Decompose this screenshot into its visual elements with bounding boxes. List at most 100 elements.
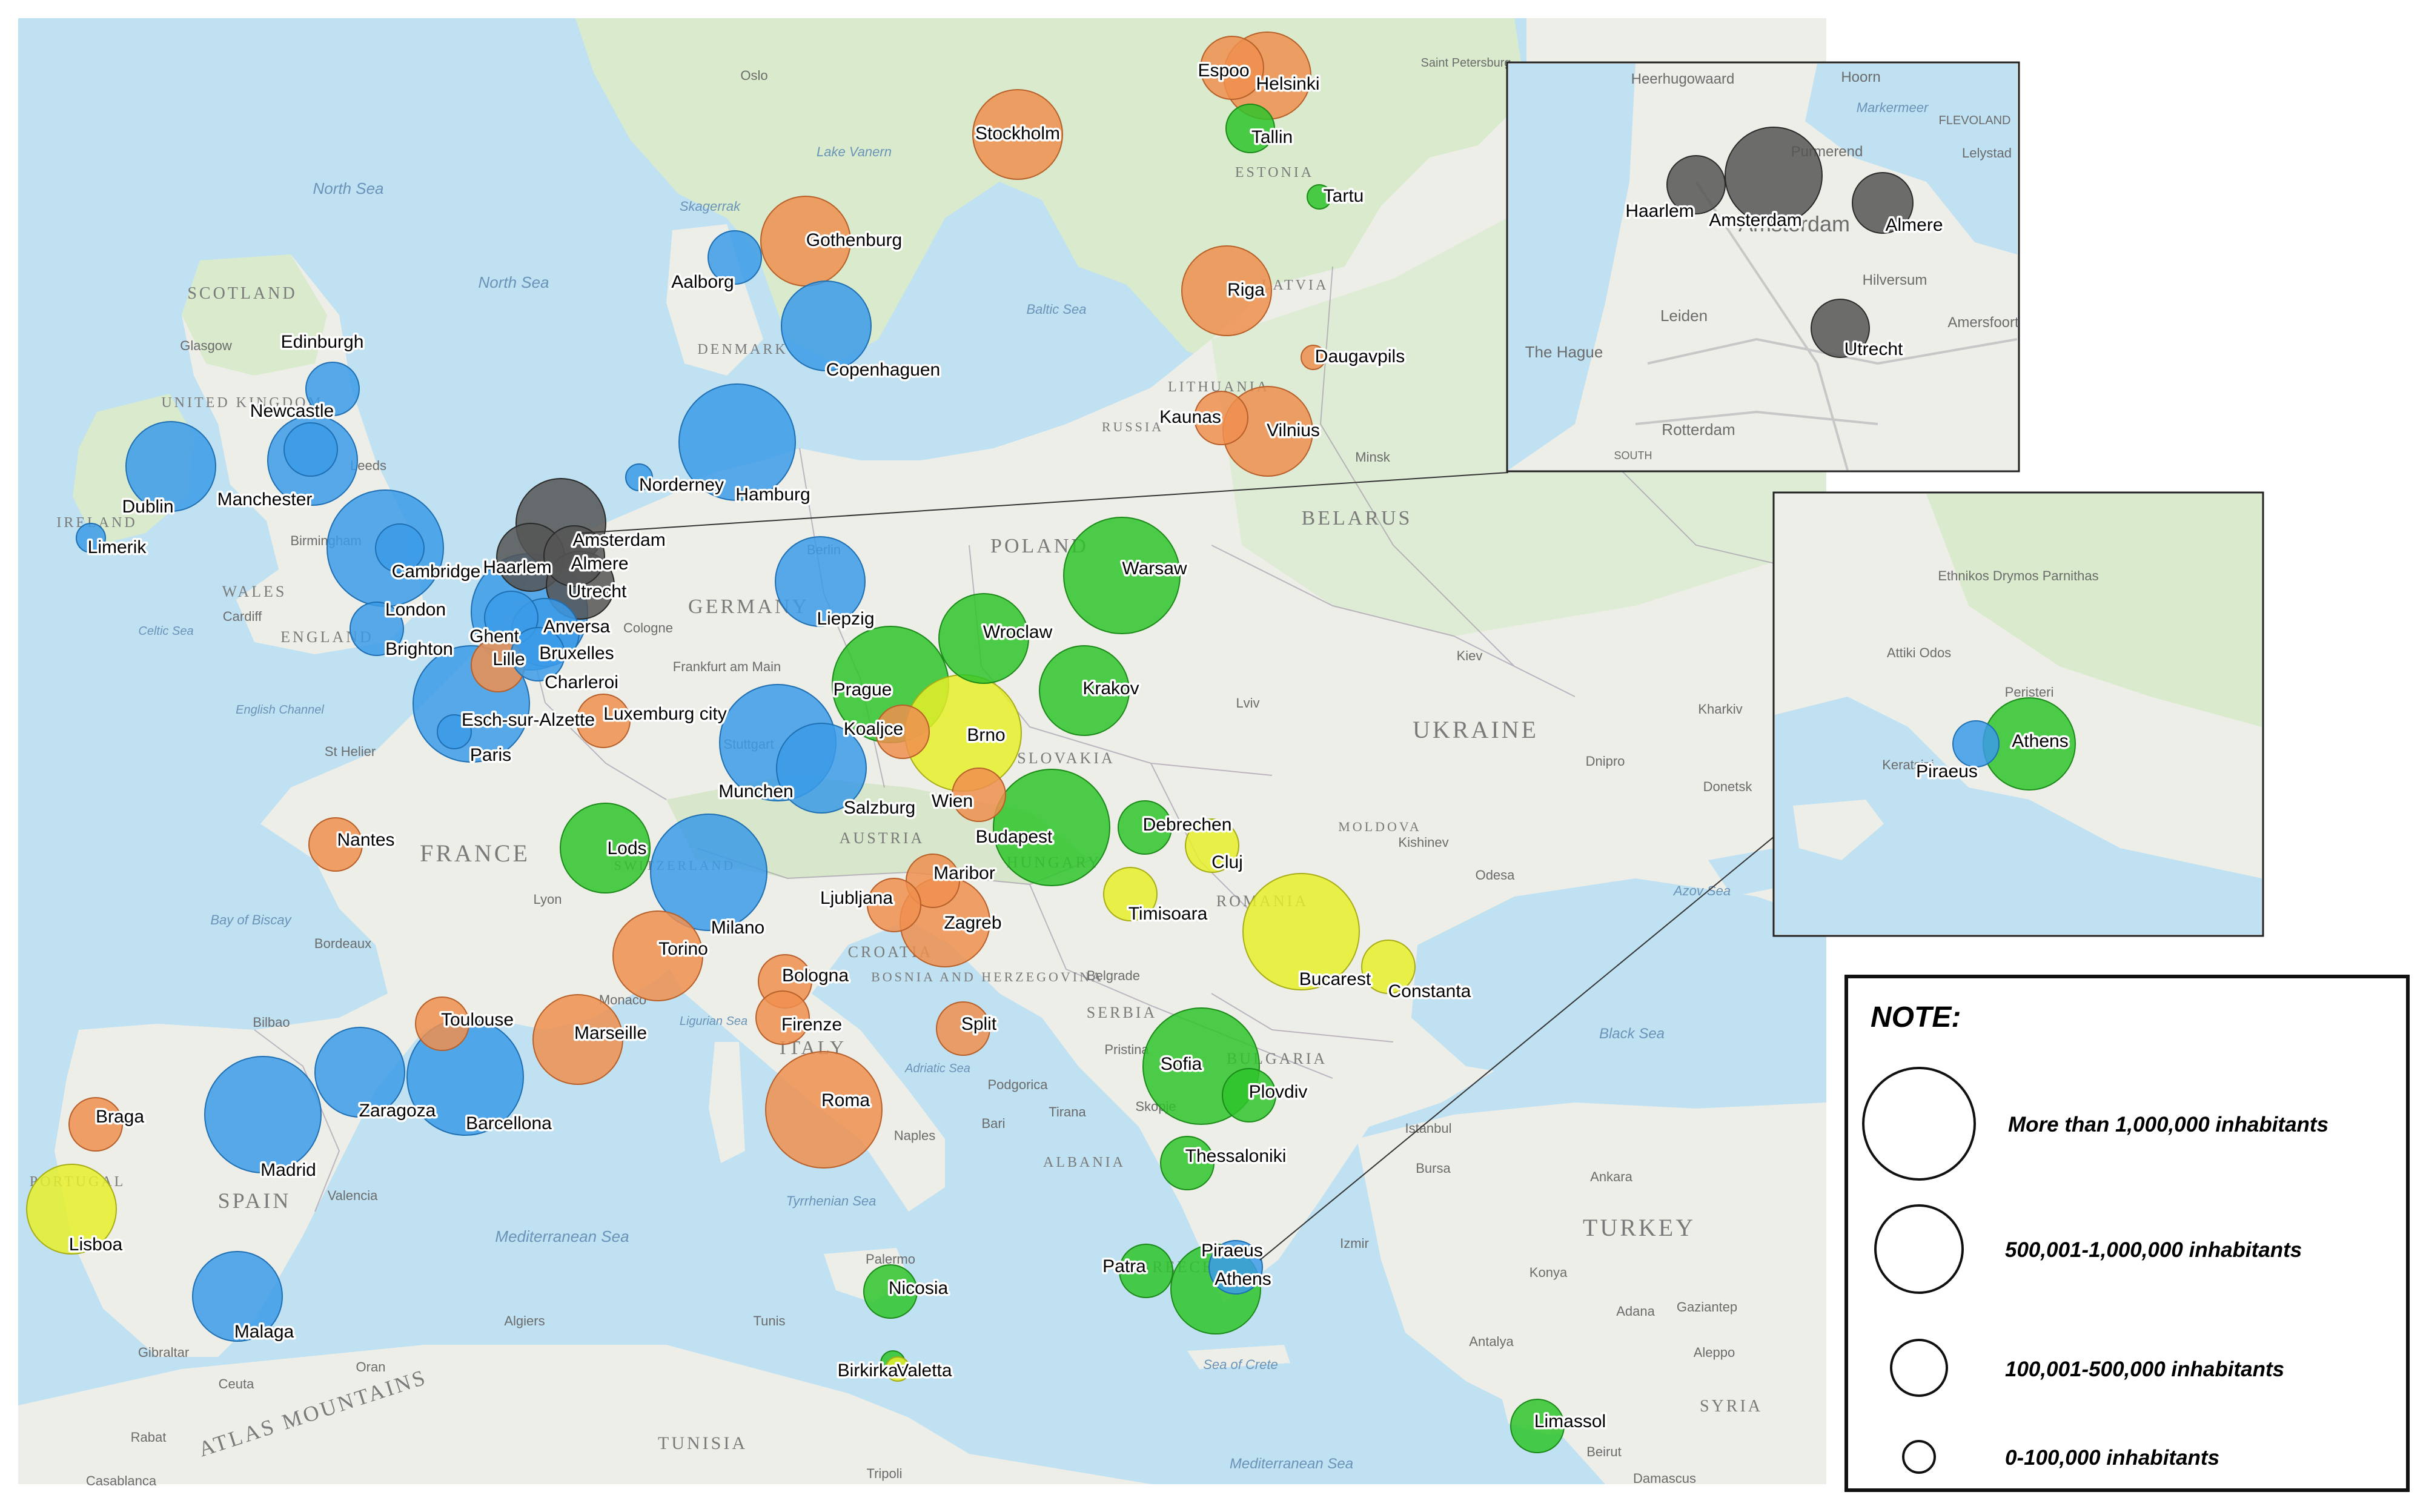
place-label-minsk: Minsk bbox=[1355, 449, 1390, 465]
inset-ath-place-attiki-odos: Attiki Odos bbox=[1887, 645, 1951, 660]
city-bubble-charleroi[interactable] bbox=[511, 627, 565, 681]
legend-label-small: 100,001-500,000 inhabitants bbox=[2005, 1358, 2284, 1381]
city-bubble-marseille[interactable] bbox=[532, 994, 623, 1085]
city-bubble-piraeus[interactable] bbox=[1208, 1240, 1263, 1295]
city-bubble-tartu[interactable] bbox=[1307, 184, 1332, 210]
city-label-norderney: Norderney bbox=[639, 475, 724, 495]
city-bubble-milano[interactable] bbox=[650, 814, 767, 931]
place-label-belgrade: Belgrade bbox=[1087, 968, 1140, 983]
city-label-aalborg: Aalborg bbox=[671, 272, 734, 292]
inset-nl-place-markermeer: Markermeer bbox=[1857, 100, 1929, 115]
city-bubble-dublin[interactable] bbox=[125, 421, 216, 512]
country-label-latvia: LATVIA bbox=[1262, 277, 1329, 293]
inset-nl-bubble-haarlem[interactable] bbox=[1666, 155, 1726, 214]
city-bubble-malaga[interactable] bbox=[192, 1251, 283, 1342]
city-bubble-paris[interactable] bbox=[437, 714, 472, 749]
city-bubble-lods[interactable] bbox=[560, 803, 651, 894]
city-bubble-riga[interactable] bbox=[1181, 245, 1272, 336]
city-bubble-nantes[interactable] bbox=[308, 817, 363, 872]
city-bubble-constanta[interactable] bbox=[1361, 940, 1416, 994]
city-bubble-cluj[interactable] bbox=[1185, 818, 1239, 873]
city-bubble-torino[interactable] bbox=[612, 910, 703, 1001]
city-bubble-norderney[interactable] bbox=[625, 463, 653, 491]
city-bubble-valetta[interactable] bbox=[885, 1356, 910, 1382]
inset-nl-bubble-amsterdam[interactable] bbox=[1725, 127, 1823, 225]
inset-nl-place-lelystad: Lelystad bbox=[1962, 145, 2012, 161]
city-bubble-thessaloniki[interactable] bbox=[1160, 1136, 1215, 1190]
city-bubble-kaunas[interactable] bbox=[1194, 391, 1248, 445]
place-label-ankara: Ankara bbox=[1590, 1169, 1632, 1184]
city-label-cambridge: Cambridge bbox=[392, 562, 481, 582]
city-bubble-copenhaguen[interactable] bbox=[781, 280, 872, 371]
city-label-haarlem: Haarlem bbox=[483, 557, 551, 577]
legend-circle-large bbox=[1862, 1067, 1976, 1181]
city-bubble-plovdiv[interactable] bbox=[1222, 1068, 1276, 1122]
city-bubble-split[interactable] bbox=[936, 1001, 990, 1056]
place-label-cologne: Cologne bbox=[623, 620, 673, 635]
city-bubble-london[interactable] bbox=[375, 523, 425, 573]
city-bubble-timisoara[interactable] bbox=[1103, 867, 1158, 921]
city-bubble-ljubljana[interactable] bbox=[867, 878, 921, 932]
city-bubble-aalborg[interactable] bbox=[708, 230, 762, 285]
city-bubble-bucarest[interactable] bbox=[1242, 873, 1360, 990]
city-bubble-salzburg[interactable] bbox=[776, 723, 867, 814]
inset-nl-place-rotterdam: Rotterdam bbox=[1662, 420, 1735, 439]
legend-title: NOTE: bbox=[1871, 1001, 1961, 1033]
inset-ath-bubble-piraeus[interactable] bbox=[1952, 720, 2000, 768]
city-label-roma: Roma bbox=[821, 1090, 870, 1110]
city-label-milano: Milano bbox=[711, 918, 764, 938]
city-bubble-firenze[interactable] bbox=[755, 990, 810, 1045]
city-bubble-toulouse[interactable] bbox=[415, 996, 469, 1051]
inset-netherlands-roads bbox=[1635, 181, 2018, 471]
city-bubble-limassol[interactable] bbox=[1510, 1399, 1565, 1453]
city-bubble-zaragoza[interactable] bbox=[314, 1027, 405, 1118]
city-bubble-newcastle[interactable] bbox=[283, 422, 338, 477]
city-bubble-brighton[interactable] bbox=[350, 602, 404, 656]
city-bubble-warsaw[interactable] bbox=[1063, 517, 1181, 634]
city-bubble-koaljce[interactable] bbox=[875, 705, 930, 759]
sea-label-sea-of-crete: Sea of Crete bbox=[1203, 1357, 1278, 1372]
sea-label-adriatic-sea: Adriatic Sea bbox=[904, 1062, 970, 1075]
inset-nl-bubble-almere[interactable] bbox=[1852, 172, 1914, 234]
city-bubble-braga[interactable] bbox=[68, 1097, 123, 1152]
inset-nl-label-haarlem: Haarlem bbox=[1625, 201, 1694, 221]
city-bubble-budapest[interactable] bbox=[993, 769, 1110, 886]
city-bubble-lisboa[interactable] bbox=[26, 1164, 117, 1255]
city-bubble-daugavpils[interactable] bbox=[1301, 345, 1326, 370]
city-label-zagreb: Zagreb bbox=[944, 913, 1001, 933]
city-bubble-nicosia[interactable] bbox=[863, 1264, 918, 1319]
city-bubble-hamburg[interactable] bbox=[678, 383, 796, 501]
city-label-braga: Braga bbox=[96, 1107, 144, 1127]
city-bubble-edinburgh[interactable] bbox=[305, 362, 360, 416]
inset-nl-place-heerhugowaard: Heerhugowaard bbox=[1631, 71, 1735, 87]
city-bubble-wroclaw[interactable] bbox=[938, 593, 1029, 684]
city-bubble-wien[interactable] bbox=[952, 768, 1006, 822]
city-bubble-luxemburg-city[interactable] bbox=[576, 694, 631, 748]
inset-nl-bubble-utrecht[interactable] bbox=[1811, 299, 1870, 358]
city-bubble-krakov[interactable] bbox=[1039, 645, 1130, 736]
city-bubble-stockholm[interactable] bbox=[972, 89, 1063, 180]
inset-netherlands-labels: Haarlem Amsterdam Almere Utrecht bbox=[1623, 199, 1945, 361]
place-label-kishinev: Kishinev bbox=[1398, 835, 1448, 850]
city-bubble-debrechen[interactable] bbox=[1118, 800, 1172, 855]
city-bubble-liepzig[interactable] bbox=[775, 536, 866, 627]
city-bubble-roma[interactable] bbox=[765, 1051, 883, 1169]
inset-netherlands-ijsselmeer bbox=[1805, 64, 2017, 254]
inset-ath-place-keratsini: Keratsini bbox=[1882, 757, 1934, 772]
city-bubble-patra[interactable] bbox=[1119, 1244, 1173, 1298]
place-label-saint-petersburg: Saint Petersburg bbox=[1421, 56, 1511, 70]
city-label-helsinki: Helsinki bbox=[1256, 74, 1319, 94]
city-bubble-tallin[interactable] bbox=[1225, 104, 1275, 153]
city-bubble-almere[interactable] bbox=[543, 525, 605, 587]
place-label-tirana: Tirana bbox=[1049, 1104, 1086, 1119]
city-bubble-espoo[interactable] bbox=[1200, 36, 1264, 100]
city-bubble-madrid[interactable] bbox=[204, 1056, 322, 1173]
inset-nl-place-hoorn: Hoorn bbox=[1841, 69, 1880, 85]
place-label-gaziantep: Gaziantep bbox=[1677, 1299, 1737, 1315]
country-label-france: FRANCE bbox=[420, 840, 530, 867]
city-label-tallin: Tallin bbox=[1251, 127, 1293, 147]
inset-ath-label-piraeus: Piraeus bbox=[1916, 761, 1978, 781]
inset-athens-bubbles bbox=[1952, 697, 2076, 791]
city-bubble-limerik[interactable] bbox=[76, 523, 106, 553]
